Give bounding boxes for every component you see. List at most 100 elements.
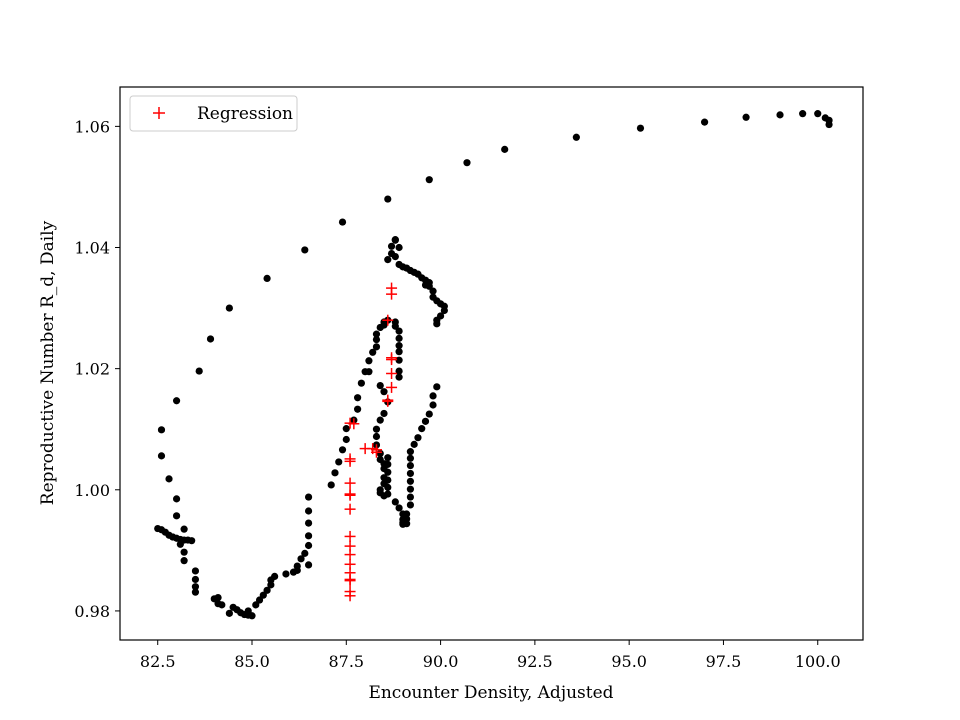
observed-point — [384, 454, 392, 462]
x-tick-label: 90.0 — [423, 652, 459, 671]
observed-point — [191, 588, 200, 596]
observed-point — [429, 287, 437, 295]
observed-point — [395, 334, 403, 342]
observed-point — [384, 490, 392, 498]
plot-background — [120, 87, 863, 640]
observed-point — [293, 562, 301, 570]
observed-point — [418, 425, 426, 433]
observed-point — [391, 322, 399, 330]
legend-marker-regression — [153, 107, 165, 119]
observed-point — [372, 432, 381, 441]
observed-point — [338, 218, 347, 226]
observed-point — [799, 110, 807, 118]
x-axis-label: Encounter Density, Adjusted — [368, 683, 613, 703]
observed-point — [206, 335, 215, 343]
observed-point — [372, 343, 381, 351]
regression-point — [382, 394, 394, 406]
observed-point — [636, 124, 645, 132]
observed-point — [395, 342, 403, 350]
regression-point — [382, 314, 394, 326]
regression-point — [370, 446, 382, 458]
observed-point — [180, 525, 188, 533]
y-tick-label: 1.00 — [74, 481, 110, 500]
observed-point — [384, 460, 392, 468]
observed-point — [384, 195, 392, 203]
observed-point — [406, 469, 415, 478]
x-tick-label: 100.0 — [795, 652, 841, 671]
observed-point — [259, 591, 267, 599]
observed-point — [372, 335, 381, 344]
observed-point — [406, 485, 415, 493]
observed-point — [342, 425, 350, 433]
regression-point — [344, 549, 356, 561]
observed-point — [700, 118, 709, 126]
observed-point — [354, 405, 362, 413]
observed-point — [327, 481, 335, 489]
observed-point — [406, 448, 415, 456]
observed-point — [335, 458, 343, 466]
observed-point — [255, 596, 264, 604]
observed-point — [384, 476, 392, 484]
observed-point — [380, 388, 388, 396]
observed-point — [297, 555, 305, 563]
series-regression — [344, 282, 398, 602]
observed-point — [304, 519, 313, 527]
observed-point — [395, 243, 403, 252]
regression-point — [386, 282, 398, 294]
observed-point — [252, 601, 260, 609]
y-axis-label: Reproductive Number R_d, Daily — [38, 220, 58, 505]
observed-point — [425, 282, 433, 290]
observed-point — [369, 348, 377, 356]
observed-point — [406, 493, 415, 501]
observed-point — [248, 612, 256, 620]
observed-point — [304, 532, 313, 540]
regression-point — [386, 367, 398, 379]
observed-point — [195, 367, 203, 375]
observed-point — [172, 512, 181, 520]
observed-point — [395, 356, 403, 364]
observed-point — [338, 446, 347, 454]
observed-point — [391, 498, 399, 506]
observed-point — [821, 114, 829, 122]
x-tick-label: 85.0 — [234, 652, 270, 671]
points-layer — [154, 110, 833, 620]
observed-point — [282, 570, 290, 578]
regression-point — [344, 477, 356, 489]
observed-point — [180, 548, 188, 556]
observed-point — [304, 493, 313, 501]
regression-point — [344, 489, 356, 501]
observed-point — [263, 586, 271, 594]
observed-point — [384, 468, 392, 476]
observed-point — [742, 113, 750, 121]
observed-point — [372, 330, 381, 338]
observed-point — [814, 110, 822, 118]
observed-point — [384, 256, 392, 264]
observed-point — [395, 504, 403, 512]
observed-point — [172, 397, 181, 405]
regression-point — [344, 590, 356, 602]
observed-point — [357, 379, 365, 387]
observed-point — [395, 367, 403, 375]
observed-point — [421, 417, 430, 425]
regression-point — [344, 503, 356, 515]
observed-point — [304, 561, 313, 569]
x-tick-label: 97.5 — [706, 652, 742, 671]
regression-point — [344, 575, 356, 587]
observed-point — [172, 495, 181, 503]
observed-point — [304, 507, 313, 515]
y-axis: 0.98 1.00 1.02 1.04 1.06 — [74, 117, 120, 621]
observed-point — [191, 567, 200, 575]
observed-point — [301, 549, 309, 557]
observed-point — [180, 557, 188, 565]
observed-point — [395, 373, 403, 381]
observed-point — [191, 575, 200, 584]
observed-point — [429, 401, 437, 409]
observed-point — [406, 454, 415, 462]
observed-point — [191, 583, 200, 591]
observed-point — [225, 609, 233, 617]
observed-point — [354, 394, 362, 402]
observed-point — [429, 392, 437, 400]
observed-point — [572, 133, 580, 141]
observed-point — [263, 274, 271, 282]
